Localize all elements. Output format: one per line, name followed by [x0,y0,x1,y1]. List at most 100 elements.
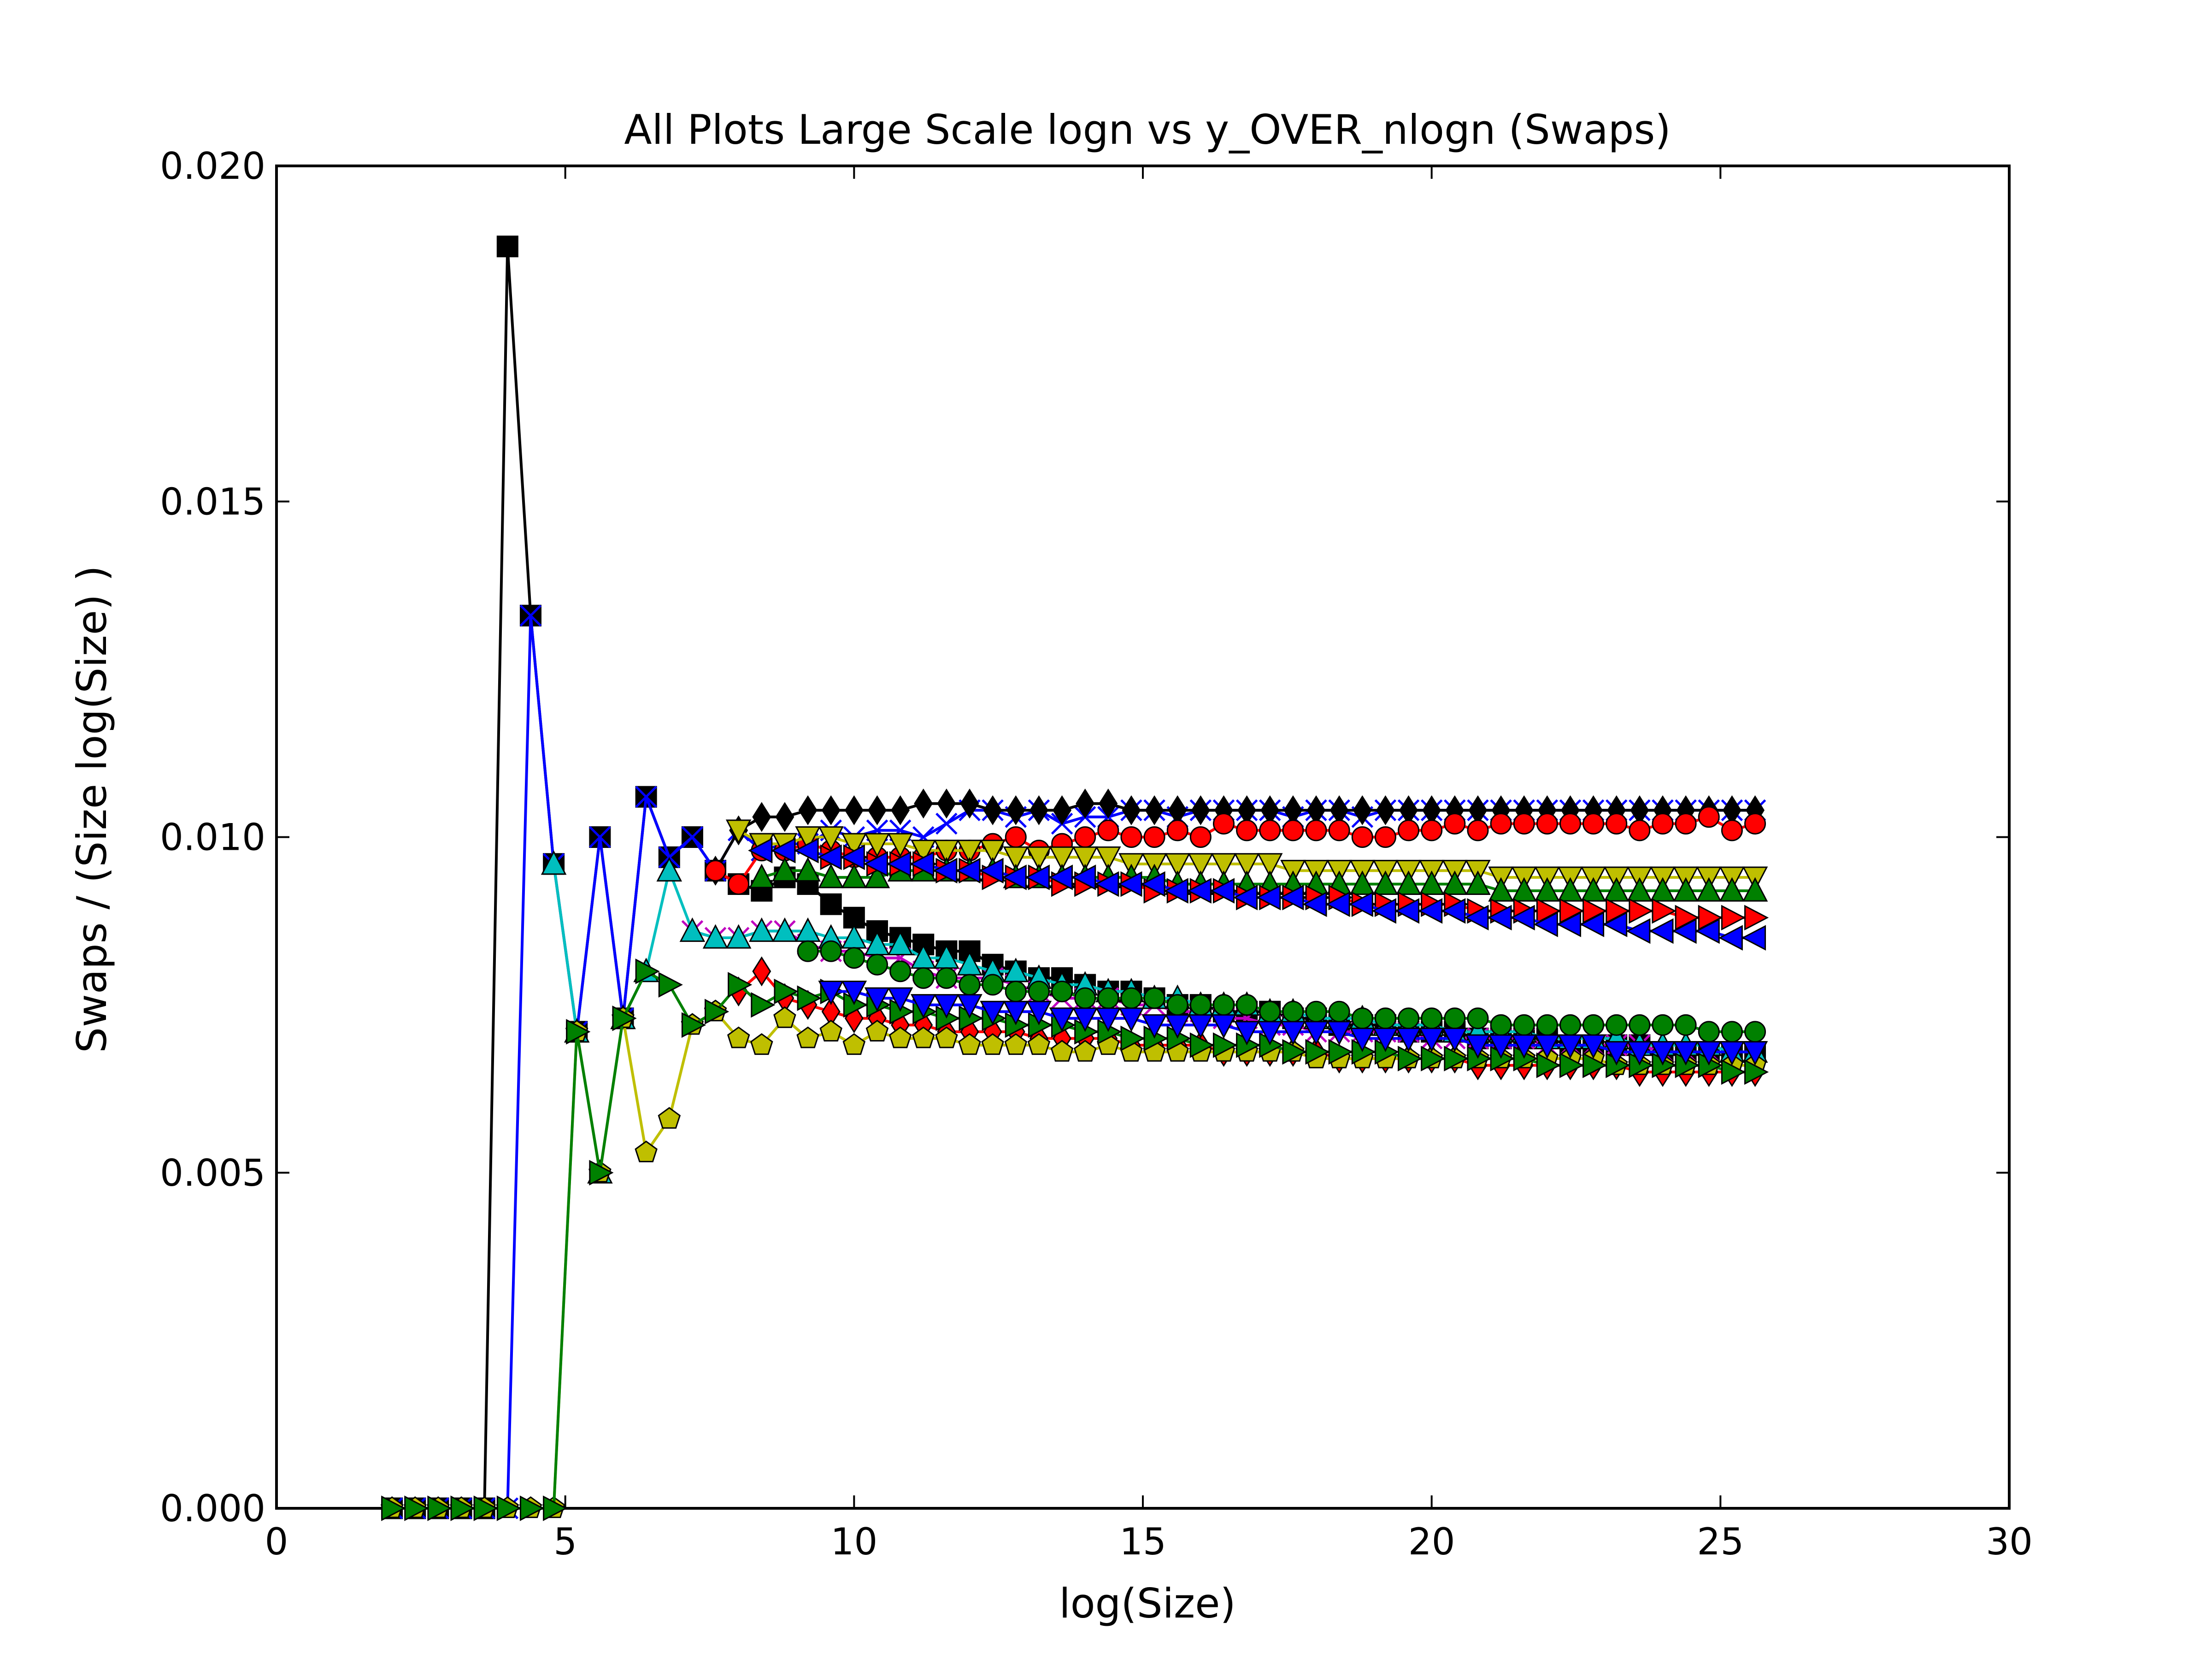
data-point [1534,1034,1560,1059]
data-point [935,1026,958,1048]
data-point [1211,853,1237,878]
data-point [1744,905,1769,931]
data-point [866,953,888,976]
data-point [1603,1041,1630,1066]
data-point [1166,994,1188,1016]
data-point [1166,819,1188,841]
data-point [796,1026,819,1048]
data-point [1559,1014,1581,1036]
data-point [1049,846,1075,871]
data-point [1488,877,1514,902]
data-point [1441,898,1466,924]
data-point [450,1495,475,1521]
data-point [1165,1014,1190,1039]
data-point [404,1495,429,1521]
data-point [1652,812,1674,835]
data-point [821,795,841,825]
data-point [798,795,818,825]
data-point [912,1026,935,1048]
data-point [887,930,913,956]
data-point [1097,819,1119,841]
data-point [1189,826,1212,848]
data-point [1675,812,1697,835]
data-point [1603,877,1630,902]
data-point [749,864,775,888]
data-point [752,956,771,987]
data-point [1465,870,1491,895]
data-point [658,972,683,998]
data-point [1210,878,1235,904]
data-point [841,833,867,858]
data-point [1145,795,1164,825]
data-point [983,795,1002,825]
data-point [679,917,706,942]
data-point [1442,870,1468,895]
data-point [774,978,799,1005]
data-point [1627,1041,1653,1066]
data-point [1673,877,1699,902]
data-point [705,999,729,1024]
data-point [843,947,865,969]
data-point [1744,812,1766,835]
data-point [934,994,959,1019]
data-point [1280,1021,1306,1046]
data-point [1236,819,1258,841]
data-point [1165,853,1190,878]
data-point [1606,812,1628,835]
data-point [727,1026,750,1048]
data-point [864,987,890,1012]
data-point [1629,819,1651,841]
data-point [635,786,657,808]
data-point [1328,1039,1353,1065]
data-point [1120,987,1142,1009]
data-point [1050,1040,1074,1062]
data-point [818,980,844,1006]
data-point [496,235,518,258]
data-point [543,1495,568,1521]
data-point [751,992,776,1018]
data-point [1051,980,1073,1002]
data-point [795,826,821,851]
data-point [1282,1000,1304,1023]
data-point [728,873,750,895]
data-point [1074,826,1096,848]
data-point [910,851,935,877]
data-point [1421,819,1443,841]
series-2 [706,788,1765,886]
data-point [1351,1007,1373,1030]
data-point [981,1033,1004,1055]
y-tick-label: 0.005 [160,1152,265,1194]
data-point [1006,795,1025,825]
data-point [888,1026,912,1048]
data-point [1675,1014,1697,1036]
data-point [725,924,752,949]
data-point [612,1005,637,1031]
data-point [1652,898,1677,924]
data-point [1328,819,1350,841]
data-point [1234,853,1260,878]
data-point [1490,812,1512,835]
data-point [937,788,956,819]
data-point [1536,1052,1561,1078]
data-point [1741,925,1766,951]
data-point [867,795,887,825]
x-tick-label: 15 [1119,1520,1166,1563]
data-point [1698,1021,1720,1043]
data-point [912,967,935,989]
data-point [1650,877,1676,902]
data-point [1003,846,1029,871]
data-point [960,788,979,819]
data-point [1095,1007,1121,1032]
data-point [1305,1039,1330,1065]
data-point [1695,918,1720,944]
data-point [1053,795,1072,825]
data-point [1097,987,1119,1009]
x-axis-label: log(Size) [1059,1580,1235,1627]
data-point [1398,1007,1420,1030]
data-point [1120,826,1142,848]
data-point [1349,1027,1376,1053]
data-point [889,960,912,982]
data-point [1351,826,1373,848]
data-point [934,840,959,865]
data-point [1236,994,1258,1016]
